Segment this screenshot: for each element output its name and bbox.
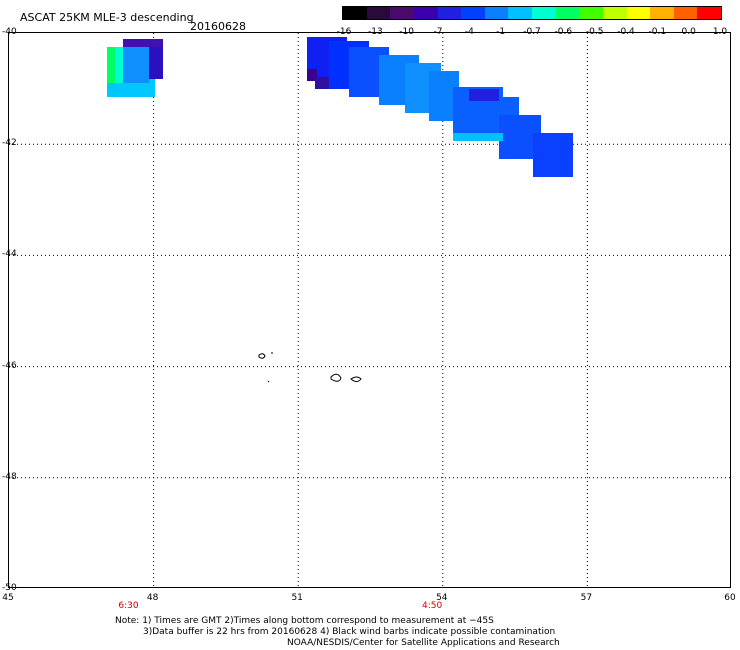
swath-cell xyxy=(307,69,317,81)
latitude-label: -42 xyxy=(2,138,17,149)
longitude-label: 54 xyxy=(436,593,448,603)
swath-cell xyxy=(149,47,163,79)
colorbar-swatch xyxy=(626,7,651,19)
note-line-1: Note: 1) Times are GMT 2)Times along bot… xyxy=(115,616,494,626)
latitude-label: -40 xyxy=(2,27,17,37)
colorbar-swatch xyxy=(673,7,698,19)
colorbar-swatch xyxy=(532,7,556,19)
map-plot xyxy=(8,32,732,589)
colorbar-swatch xyxy=(390,7,414,19)
note-line-2: 3)Data buffer is 22 hrs from 20160628 4)… xyxy=(143,627,556,637)
swath-cell xyxy=(115,47,123,83)
colorbar-swatch xyxy=(484,7,509,19)
time-label: 4:50 xyxy=(422,601,443,611)
island-outline xyxy=(267,380,270,383)
coastline xyxy=(258,352,362,383)
latitude-label: -48 xyxy=(2,471,17,482)
grid-lines xyxy=(9,33,732,589)
island-outline xyxy=(330,373,342,382)
island-outline xyxy=(350,376,362,382)
map-date: 20160628 xyxy=(190,20,246,33)
colorbar-swatch xyxy=(579,7,603,19)
colorbar-swatch xyxy=(343,7,367,19)
longitude-label: 48 xyxy=(146,593,159,603)
colorbar-swatch xyxy=(650,7,674,19)
latitude-label: -44 xyxy=(2,249,17,260)
swath-cell xyxy=(453,133,503,141)
latitude-label: -50 xyxy=(2,583,17,593)
longitude-label: 60 xyxy=(724,593,736,603)
note-line-3: NOAA/NESDIS/Center for Satellite Applica… xyxy=(287,638,560,648)
colorbar-swatch xyxy=(413,7,438,19)
wind-swaths xyxy=(107,37,573,177)
colorbar-swatch xyxy=(602,7,627,19)
swath-cell xyxy=(533,133,573,177)
colorbar-swatch xyxy=(366,7,391,19)
colorbar-swatch xyxy=(697,7,721,19)
swath-cell xyxy=(123,47,149,83)
colorbar-swatch xyxy=(461,7,485,19)
map-canvas xyxy=(9,33,732,589)
time-label: 6:30 xyxy=(118,601,139,611)
colorbar-swatch xyxy=(437,7,462,19)
swath-cell xyxy=(469,89,499,101)
map-title: ASCAT 25KM MLE-3 descending xyxy=(20,11,194,24)
colorbar-swatch xyxy=(508,7,532,19)
island-outline xyxy=(258,353,266,359)
swath-cell xyxy=(107,47,115,83)
colorbar-swatch xyxy=(555,7,580,19)
longitude-label: 57 xyxy=(580,593,593,603)
longitude-label: 51 xyxy=(291,593,303,603)
longitude-label: 45 xyxy=(2,593,14,603)
colorbar xyxy=(342,6,722,20)
latitude-label: -46 xyxy=(2,360,17,371)
